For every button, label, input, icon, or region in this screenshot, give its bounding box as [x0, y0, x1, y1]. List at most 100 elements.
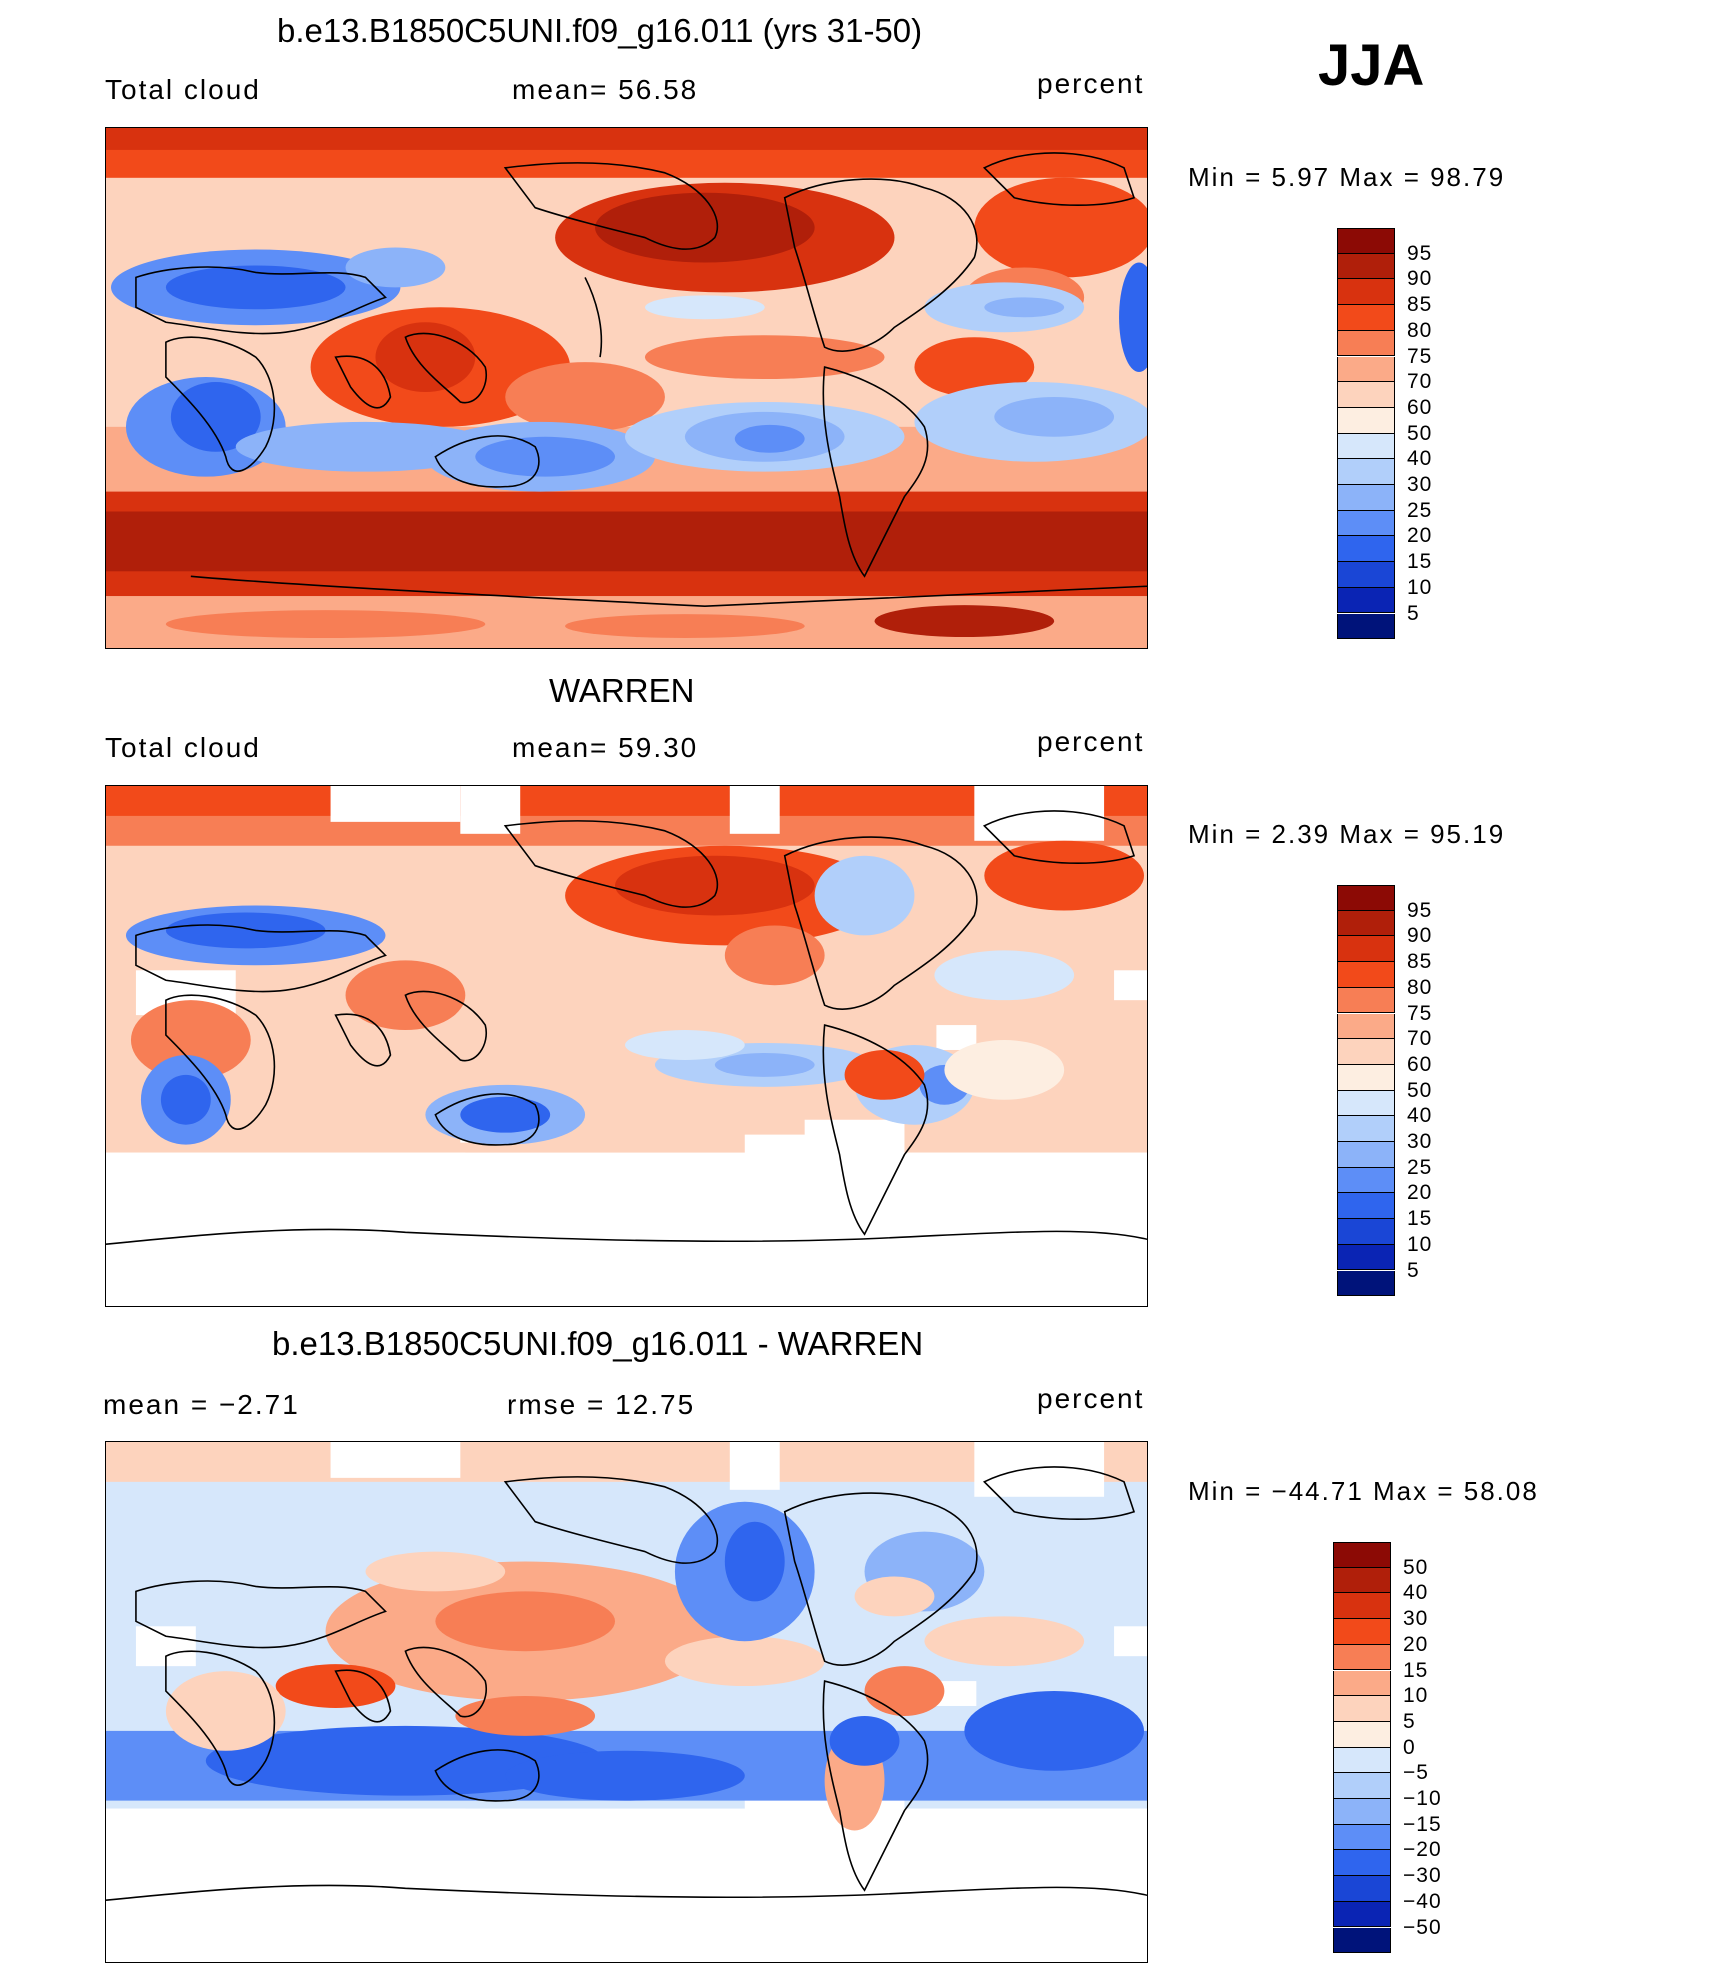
colorbar-label: 25: [1407, 498, 1433, 522]
colorbar-box: [1333, 1927, 1391, 1954]
colorbar-label: 70: [1407, 370, 1433, 394]
colorbar-label: 50: [1407, 421, 1433, 445]
colorbar-box: [1337, 1142, 1395, 1168]
colorbar-label: 15: [1407, 1207, 1433, 1231]
colorbar-box: [1337, 962, 1395, 988]
colorbar-box: [1337, 330, 1395, 357]
panel1-field-label: Total cloud: [105, 74, 261, 105]
colorbar-label: 80: [1407, 975, 1433, 999]
colorbar-label: 95: [1407, 898, 1433, 922]
colorbar-label: 40: [1407, 447, 1433, 471]
colorbar-label: 15: [1403, 1658, 1429, 1682]
colorbar-box: [1337, 510, 1395, 537]
panel3-map: [105, 1441, 1148, 1963]
colorbar-label: 20: [1407, 524, 1433, 548]
colorbar-box: [1337, 1167, 1395, 1194]
colorbar-label: 25: [1407, 1155, 1433, 1179]
colorbar-box: [1337, 485, 1395, 511]
colorbar-label: −10: [1403, 1787, 1442, 1810]
colorbar-box: [1333, 1876, 1391, 1902]
colorbar-box: [1337, 433, 1395, 460]
colorbar-label: 85: [1407, 293, 1433, 317]
colorbar-box: [1337, 253, 1395, 280]
panel3-rmse-label: rmse = 12.75: [507, 1389, 696, 1420]
colorbar-label: 90: [1407, 267, 1433, 291]
colorbar-box: [1337, 1116, 1395, 1142]
panel3-title: b.e13.B1850C5UNI.f09_g16.011 - WARREN: [272, 1325, 924, 1362]
colorbar-label: 95: [1407, 241, 1433, 265]
colorbar-label: −5: [1403, 1761, 1429, 1785]
colorbar-box: [1333, 1799, 1391, 1825]
colorbar-label: 30: [1403, 1607, 1429, 1631]
colorbar-box: [1333, 1901, 1391, 1928]
colorbar-box: [1337, 407, 1395, 434]
panel2-map: [105, 785, 1148, 1307]
colorbar-label: 40: [1403, 1581, 1429, 1605]
colorbar-box: [1337, 1244, 1395, 1271]
colorbar-box: [1337, 1064, 1395, 1091]
panel1-title: b.e13.B1850C5UNI.f09_g16.011 (yrs 31-50): [277, 12, 923, 49]
colorbar-label: 60: [1407, 395, 1433, 419]
panel1-minmax: Min = 5.97 Max = 98.79: [1188, 162, 1506, 192]
colorbar-label: −50: [1403, 1915, 1442, 1939]
colorbar-box: [1337, 382, 1395, 408]
colorbar-box: [1333, 1542, 1391, 1568]
colorbar-label: 5: [1407, 601, 1420, 625]
colorbar-box: [1337, 987, 1395, 1014]
colorbar-box: [1337, 1193, 1395, 1220]
season-label: JJA: [1318, 33, 1425, 98]
colorbar-label: 90: [1407, 924, 1433, 948]
panel2-field-label: Total cloud: [105, 732, 261, 763]
colorbar-label: 10: [1407, 1232, 1433, 1256]
colorbar-box: [1333, 1696, 1391, 1722]
colorbar-label: 75: [1407, 344, 1433, 368]
colorbar-label: 75: [1407, 1001, 1433, 1025]
colorbar-box: [1333, 1850, 1391, 1877]
colorbar-box: [1337, 1090, 1395, 1117]
panel2-title: WARREN: [549, 672, 695, 709]
colorbar-label: −15: [1403, 1812, 1442, 1836]
colorbar-label: 85: [1407, 950, 1433, 974]
colorbar-label: 5: [1403, 1709, 1416, 1733]
colorbar-label: −30: [1403, 1864, 1442, 1888]
panel3-units-label: percent: [1037, 1383, 1145, 1414]
colorbar-label: 80: [1407, 318, 1433, 342]
colorbar-box: [1337, 613, 1395, 640]
colorbar-box: [1333, 1619, 1391, 1645]
panel1-mean-label: mean= 56.58: [512, 74, 699, 105]
panel3-mean-label: mean = −2.71: [103, 1389, 300, 1420]
colorbar-label: 30: [1407, 473, 1433, 496]
colorbar-box: [1337, 936, 1395, 963]
colorbar-box: [1337, 279, 1395, 306]
colorbar-label: 30: [1407, 1130, 1433, 1153]
colorbar-label: −40: [1403, 1889, 1442, 1913]
colorbar-box: [1337, 885, 1395, 911]
colorbar-label: 40: [1407, 1104, 1433, 1128]
colorbar-box: [1337, 305, 1395, 331]
colorbar-box: [1337, 562, 1395, 588]
colorbar-label: 70: [1407, 1027, 1433, 1051]
colorbar-label: 0: [1403, 1735, 1416, 1759]
colorbar-box: [1333, 1670, 1391, 1697]
colorbar-box: [1333, 1644, 1391, 1671]
colorbar-box: [1333, 1773, 1391, 1799]
colorbar-label: 10: [1403, 1684, 1429, 1708]
colorbar-box: [1333, 1824, 1391, 1851]
colorbar-box: [1337, 1270, 1395, 1297]
panel3-minmax: Min = −44.71 Max = 58.08: [1188, 1476, 1539, 1506]
colorbar-box: [1337, 1013, 1395, 1040]
colorbar-box: [1333, 1747, 1391, 1774]
colorbar-box: [1333, 1721, 1391, 1748]
panel2-units-label: percent: [1037, 726, 1145, 757]
colorbar-box: [1337, 356, 1395, 383]
colorbar-label: 20: [1407, 1181, 1433, 1205]
colorbar-label: −20: [1403, 1838, 1442, 1862]
colorbar-label: 5: [1407, 1258, 1420, 1282]
panel1-map: [105, 127, 1148, 649]
colorbar-box: [1337, 587, 1395, 614]
colorbar-label: 50: [1403, 1555, 1429, 1579]
colorbar-label: 60: [1407, 1052, 1433, 1076]
colorbar-label: 50: [1407, 1078, 1433, 1102]
colorbar-box: [1333, 1593, 1391, 1620]
colorbar-box: [1337, 536, 1395, 563]
